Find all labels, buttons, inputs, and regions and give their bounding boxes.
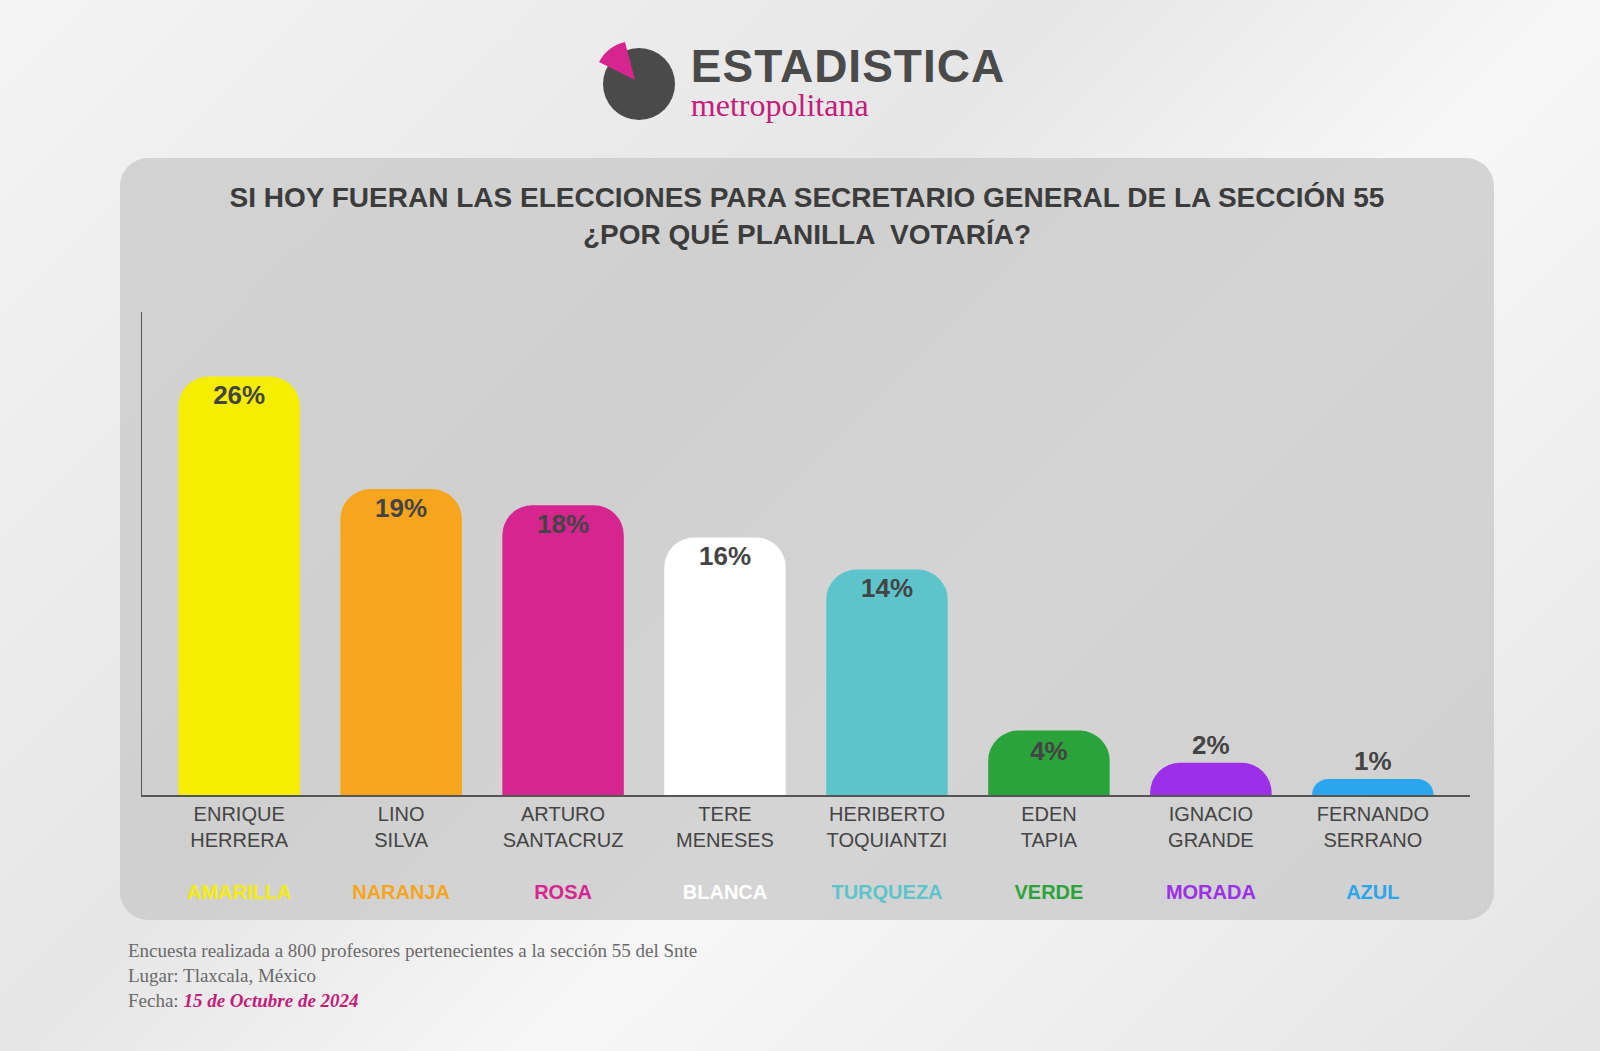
svg-text:4%: 4% [1030,736,1068,766]
svg-text:ENRIQUEHERRERAAMARILLA: ENRIQUEHERRERAAMARILLA [187,803,291,903]
html-text:Fecha: 15 de Octubre de 2024: Fecha: 15 de Octubre de 2024 [128,990,359,1011]
html-text:Lugar: Tlaxcala, México: Lugar: Tlaxcala, México [128,965,316,986]
html-text:ESTADISTICA: ESTADISTICA [690,40,1006,92]
svg-text:LINOSILVANARANJA: LINOSILVANARANJA [352,803,450,903]
svg-text:SI HOY FUERAN LAS ELECCIONES P: SI HOY FUERAN LAS ELECCIONES PARA SECRET… [230,182,1385,249]
svg-text:TEREMENESESBLANCA: TEREMENESESBLANCA [676,803,774,903]
svg-text:IGNACIOGRANDEMORADA: IGNACIOGRANDEMORADA [1166,803,1256,903]
svg-text:1%: 1% [1354,746,1392,776]
svg-text:2%: 2% [1192,730,1230,760]
html-text:Encuesta realizada a 800 profe: Encuesta realizada a 800 profesores pert… [128,940,698,961]
svg-text:18%: 18% [537,509,589,539]
svg-text:HERIBERTOTOQUIANTZITURQUEZA: HERIBERTOTOQUIANTZITURQUEZA [827,803,948,903]
svg-text:19%: 19% [375,493,427,523]
svg-text:14%: 14% [861,573,913,603]
svg-text:EDENTAPIAVERDE: EDENTAPIAVERDE [1014,803,1083,903]
svg-text:ARTUROSANTACRUZROSA: ARTUROSANTACRUZROSA [503,803,624,903]
svg-text:26%: 26% [213,380,265,410]
html-text:metropolitana: metropolitana [690,87,869,123]
svg-text:FERNANDOSERRANOAZUL: FERNANDOSERRANOAZUL [1317,803,1429,903]
svg-text:16%: 16% [699,541,751,571]
